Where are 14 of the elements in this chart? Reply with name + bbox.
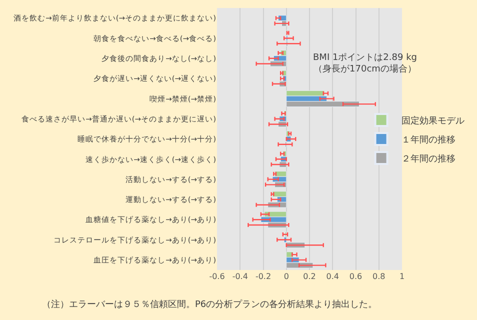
x-tick-label: 0.4 (326, 272, 339, 281)
x-tick-label: 0.6 (349, 272, 362, 281)
x-tick-label: 0.8 (372, 272, 386, 281)
x-tick-label: -0.6 (209, 272, 225, 281)
legend-label: ２年間の推移 (401, 154, 456, 165)
x-tick-label: 0.2 (303, 272, 316, 281)
text: （注）エラーバーは９５％信頼区間。P6の分析プランの各分析結果より抽出した。 (42, 299, 378, 310)
x-tick-label: -0.4 (232, 272, 248, 281)
x-tick-label: 0 (284, 272, 289, 281)
x-tick-label: -0.2 (255, 272, 272, 281)
legend-label: １年間の推移 (401, 134, 456, 146)
legend-label: 固定効果モデル (401, 116, 464, 127)
x-tick-label: 1 (399, 272, 405, 281)
annotation: BMI 1ポイントは2.89 kg （身長が170cmの場合） (313, 53, 418, 75)
